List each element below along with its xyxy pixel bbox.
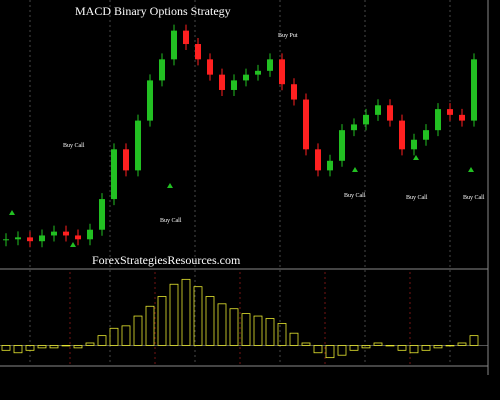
macd-bar: [445, 345, 455, 347]
candle: [27, 237, 33, 242]
macd-bar: [217, 303, 227, 346]
macd-bar: [121, 325, 131, 346]
candle: [291, 84, 297, 100]
macd-session-lines: [69, 272, 411, 365]
candle: [387, 105, 393, 121]
candle: [51, 231, 57, 236]
macd-bar: [73, 345, 83, 349]
macd-bar: [205, 296, 215, 346]
macd-bar: [265, 318, 275, 346]
macd-bar: [241, 313, 251, 346]
candle: [243, 74, 249, 81]
annotation: Buy Put: [278, 33, 298, 39]
macd-bar: [457, 342, 467, 346]
candle: [411, 139, 417, 150]
watermark: ForexStrategiesResources.com: [92, 253, 241, 267]
macd-bar: [49, 345, 59, 349]
candle: [135, 120, 141, 171]
macd-bar: [181, 278, 191, 346]
macd-bar: [289, 332, 299, 346]
candle: [111, 149, 117, 200]
candle: [99, 199, 105, 230]
macd-bar: [157, 296, 167, 346]
candle: [375, 105, 381, 115]
candle: [183, 30, 189, 45]
candle: [327, 160, 333, 171]
candle: [195, 44, 201, 60]
candle: [267, 59, 273, 71]
candle: [171, 30, 177, 60]
macd-bar: [37, 345, 47, 349]
candle: [423, 130, 429, 140]
candle: [207, 59, 213, 75]
candles: [3, 24, 477, 248]
candle: [279, 59, 285, 85]
candle: [303, 99, 309, 150]
macd-bar: [145, 305, 155, 346]
candle: [399, 120, 405, 150]
annotation: Buy Call: [160, 218, 182, 224]
macd-bar: [301, 342, 311, 346]
macd-bar: [469, 335, 479, 346]
candle: [87, 229, 93, 240]
macd-bar: [373, 342, 383, 346]
candle: [123, 149, 129, 171]
macd-bar: [385, 345, 395, 347]
candle: [255, 70, 261, 75]
macd-bar: [97, 335, 107, 346]
macd-bar: [229, 308, 239, 346]
macd-bar: [397, 345, 407, 351]
macd-bar: [421, 345, 431, 351]
candle: [63, 231, 69, 236]
candle: [315, 149, 321, 171]
macd-bar: [325, 345, 335, 359]
macd-bar: [253, 315, 263, 346]
candle: [351, 124, 357, 131]
macd-bar: [25, 345, 35, 351]
candle: [339, 130, 345, 161]
candle: [219, 74, 225, 90]
candle: [3, 239, 9, 241]
macd-bar: [361, 345, 371, 349]
candle: [459, 114, 465, 121]
macd-bar: [277, 322, 287, 346]
candle: [159, 59, 165, 81]
macd-bar: [349, 345, 359, 351]
candle: [447, 109, 453, 115]
macd-bar: [133, 315, 143, 346]
candle: [435, 109, 441, 131]
candle: [75, 235, 81, 240]
macd-bar: [61, 345, 71, 347]
candle: [471, 59, 477, 121]
candle: [147, 80, 153, 121]
macd-bar: [169, 283, 179, 346]
macd-bar: [409, 345, 419, 354]
buy-arrows: [9, 155, 474, 247]
macd-bar: [193, 286, 203, 346]
macd-bar: [109, 327, 119, 346]
candle: [39, 235, 45, 242]
annotation: Buy Call: [406, 195, 428, 201]
macd-bar: [85, 342, 95, 346]
macd-bar: [313, 345, 323, 354]
macd-bar: [13, 345, 23, 354]
annotation: Buy Call: [344, 193, 366, 199]
chart-title: MACD Binary Options Strategy: [75, 4, 231, 18]
candle: [231, 80, 237, 90]
macd-bar: [433, 345, 443, 349]
candle: [15, 237, 21, 240]
candle: [363, 114, 369, 125]
macd-bar: [1, 345, 11, 351]
annotation: Buy Call: [463, 195, 485, 201]
macd-histogram: [0, 278, 488, 359]
macd-bar: [337, 345, 347, 356]
annotation: Buy Call: [63, 143, 85, 149]
